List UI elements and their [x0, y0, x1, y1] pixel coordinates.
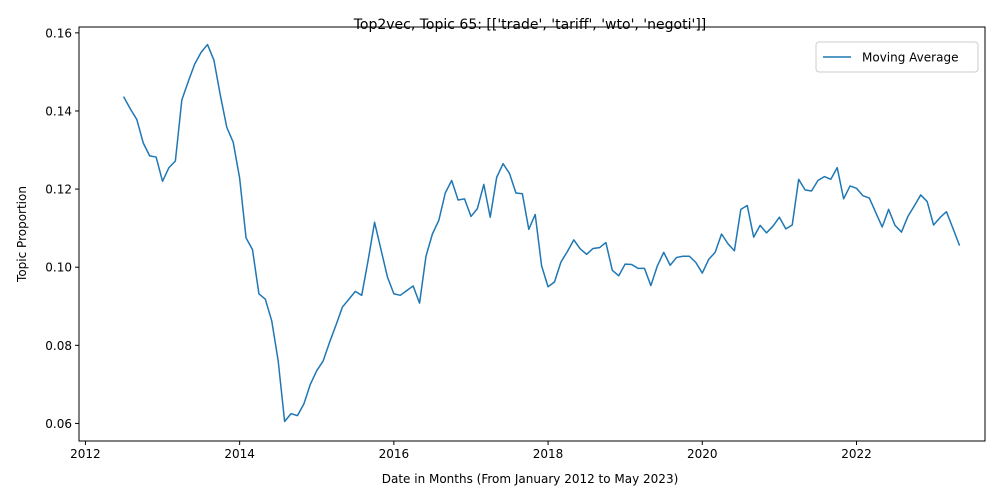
x-axis-label: Date in Months (From January 2012 to May…	[382, 472, 679, 486]
y-tick-label: 0.06	[45, 417, 72, 431]
y-axis-label: Topic Proportion	[15, 186, 29, 283]
y-tick-label: 0.10	[45, 261, 72, 275]
chart-title: Top2vec, Topic 65: [['trade', 'tariff', …	[353, 17, 707, 33]
x-axis: 2012 2014 2016 2018 2020 2022	[70, 441, 872, 461]
x-tick-label: 2018	[533, 447, 564, 461]
plot-area	[78, 26, 986, 442]
y-axis: 0.06 0.08 0.10 0.12 0.14 0.16	[45, 26, 79, 431]
series-layer	[122, 43, 961, 423]
legend-box	[815, 41, 979, 73]
legend-entry-label: Moving Average	[862, 51, 958, 65]
series-line-moving-average	[122, 43, 961, 423]
y-tick-label: 0.08	[45, 339, 72, 353]
y-tick-label: 0.12	[45, 183, 72, 197]
y-tick-label: 0.16	[45, 26, 72, 40]
legend: Moving Average	[815, 41, 979, 73]
x-tick-label: 2012	[70, 447, 101, 461]
x-tick-label: 2022	[841, 447, 872, 461]
x-tick-label: 2020	[687, 447, 718, 461]
y-tick-label: 0.14	[45, 104, 72, 118]
x-tick-label: 2016	[379, 447, 410, 461]
x-tick-label: 2014	[224, 447, 255, 461]
